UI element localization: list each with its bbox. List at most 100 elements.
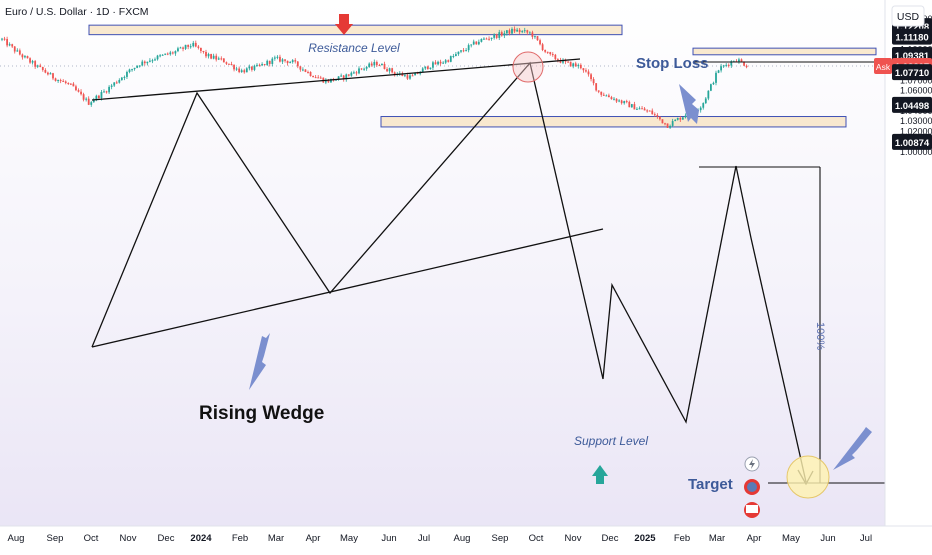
candle-body [659,116,661,120]
candle-body [39,65,42,67]
candle [113,82,116,88]
candle-body [299,66,302,70]
candle-body [26,56,29,59]
candle-body [651,110,654,115]
target-circle [786,455,830,499]
candle-body [641,108,643,110]
candle [105,90,108,94]
candle-body [307,71,309,73]
candle-body [210,54,212,59]
candle-body [11,44,14,47]
candle [312,75,314,78]
event-icons[interactable] [744,456,760,518]
candle [187,44,190,50]
candle-body [539,40,541,45]
candle-body [587,71,590,75]
candle [511,27,513,35]
wedge-arrow-icon [249,333,270,390]
symbol-title: Euro / U.S. Dollar · 1D · FXCM [5,6,149,18]
candle-body [623,101,626,104]
candle [166,52,169,56]
candle [676,117,679,121]
candle [439,59,442,66]
candle-body [59,80,62,82]
candle-body [154,59,156,61]
candle [154,57,156,62]
candle-body [289,62,292,64]
time-scale[interactable]: Aug Sep Oct Nov Dec 2024 Feb Mar Apr May Jun Jul Aug… [0,525,932,550]
candle [745,64,748,69]
candle-body [725,64,728,66]
up-arrow-icon [592,465,608,484]
candle-body [730,61,733,66]
candle [80,89,82,96]
candle-body [230,64,233,66]
candle [189,43,192,49]
candle-body [126,71,128,77]
candle [455,51,457,57]
zones-layer [88,24,877,128]
candle [69,83,72,86]
currency-button[interactable]: USD [891,5,925,27]
projection-path [735,165,807,483]
candle [256,63,258,67]
candle [600,91,603,97]
candle [460,49,462,54]
candle [171,51,174,55]
price-scale[interactable]: 1.130001.120001.110001.100001.090001.080… [874,0,932,526]
candle [57,79,59,83]
candle [34,59,37,69]
support-trendline [91,228,604,348]
time-tick-label: Mar [709,533,725,544]
candle [164,53,167,56]
candle-body [470,44,473,46]
time-tick-label: 2025 [634,533,656,544]
candle [177,46,179,53]
ask-prefix-label: Ask [876,62,891,72]
candle [426,65,429,70]
candle-body [194,42,197,47]
price-badge-bg [892,64,932,81]
candle-body [743,61,745,66]
candle [671,118,674,128]
time-tick-label: May [340,533,358,544]
candle-body [363,68,365,70]
candle-body [393,72,396,75]
candle-body [518,29,521,33]
candle-body [421,68,424,73]
candle-body [643,108,646,111]
candle-body [156,55,159,60]
candle [131,68,133,72]
candle [304,69,307,73]
time-tick-label: May [782,533,800,544]
candle [674,119,677,122]
candle-body [197,46,200,48]
candle-body [284,59,286,61]
candle [238,66,241,74]
candle [123,75,126,81]
candle [526,29,529,36]
candle-body [429,67,432,69]
candle-body [271,58,274,64]
candle [49,72,52,75]
candle-body [161,54,164,56]
candle-body [416,72,419,74]
candle [666,123,669,129]
candle-body [455,54,457,57]
candle [128,68,131,74]
candle [126,70,128,80]
time-tick-label: Jul [860,533,872,544]
candle [64,80,67,85]
candle [720,63,722,73]
candle [669,124,671,129]
candle-body [131,69,133,71]
candle [516,27,518,32]
candle-body [279,56,281,62]
candle [353,70,355,75]
candle-body [541,44,544,50]
drawings-layer [91,14,885,518]
candle [271,57,274,67]
candle-body [544,49,547,52]
candle [307,70,309,74]
